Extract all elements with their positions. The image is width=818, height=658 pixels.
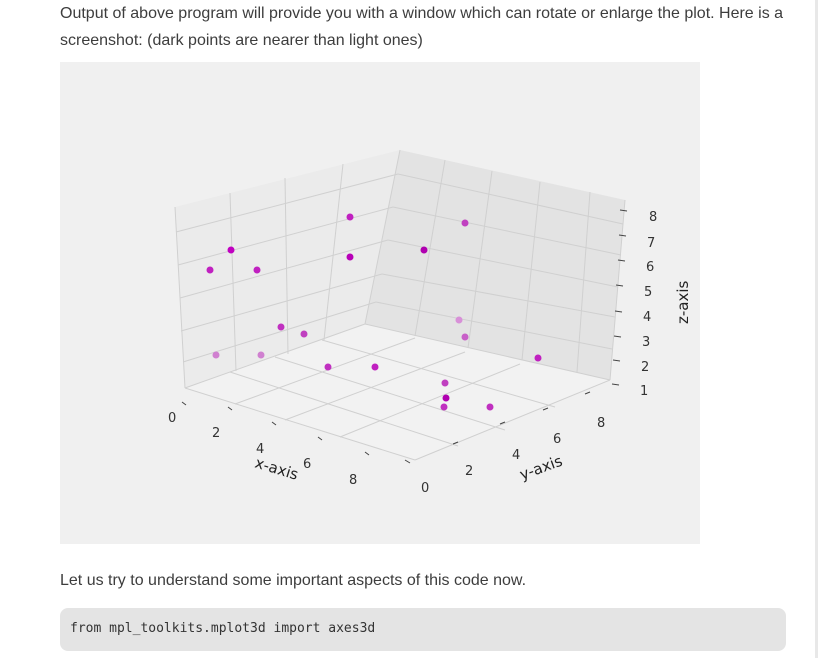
data-point — [455, 316, 463, 324]
section-paragraph: Let us try to understand some important … — [60, 572, 527, 589]
z-tick-label: 3 — [642, 335, 650, 350]
intro-line-1: Output of above program will provide you… — [60, 5, 784, 22]
y-axis-title: y-axis — [517, 452, 565, 484]
z-tick-label: 5 — [644, 285, 652, 300]
axis-ticks — [181, 209, 628, 464]
code-line: from mpl_toolkits.mplot3d import axes3d — [70, 621, 376, 636]
data-point — [257, 351, 265, 359]
scatter-points — [206, 213, 542, 411]
data-point — [346, 253, 354, 261]
x-tick-label: 2 — [212, 426, 220, 441]
data-point — [442, 394, 450, 402]
data-point — [461, 219, 469, 227]
data-point — [441, 379, 449, 387]
y-tick-label: 6 — [553, 432, 561, 447]
z-tick-label: 1 — [640, 384, 648, 399]
y-tick-label: 4 — [512, 448, 520, 463]
data-point — [346, 213, 354, 221]
z-tick-label: 8 — [649, 210, 657, 225]
x-tick-label: 0 — [168, 411, 176, 426]
data-point — [534, 354, 542, 362]
scatter-3d-figure: 1 2 3 4 5 6 7 8 0 2 4 6 8 0 2 4 — [60, 62, 700, 544]
x-axis-title: x-axis — [253, 454, 301, 484]
data-point — [440, 403, 448, 411]
z-axis-title: z-axis — [674, 280, 692, 324]
data-point — [461, 333, 469, 341]
x-tick-label: 6 — [303, 457, 311, 472]
data-point — [420, 246, 428, 254]
z-tick-labels: 1 2 3 4 5 6 7 8 — [640, 210, 657, 399]
data-point — [212, 351, 220, 359]
data-point — [253, 266, 261, 274]
y-tick-label: 0 — [421, 481, 429, 496]
x-tick-label: 4 — [256, 442, 264, 457]
floor-pane — [185, 324, 610, 460]
left-pane — [175, 150, 400, 388]
plot-svg: 1 2 3 4 5 6 7 8 0 2 4 6 8 0 2 4 — [168, 149, 692, 496]
y-tick-label: 2 — [465, 464, 473, 479]
data-point — [486, 403, 494, 411]
data-point — [206, 266, 214, 274]
z-tick-label: 4 — [643, 310, 651, 325]
z-tick-label: 6 — [646, 260, 654, 275]
z-tick-label: 2 — [641, 360, 649, 375]
data-point — [324, 363, 332, 371]
data-point — [277, 323, 285, 331]
intro-line-2: screenshot: (dark points are nearer than… — [60, 32, 423, 49]
data-point — [300, 330, 308, 338]
data-point — [227, 246, 235, 254]
page-scrollbar[interactable] — [815, 0, 818, 658]
code-block: from mpl_toolkits.mplot3d import axes3d — [60, 608, 786, 651]
x-tick-label: 8 — [349, 473, 357, 488]
y-tick-label: 8 — [597, 416, 605, 431]
z-tick-label: 7 — [647, 236, 655, 251]
x-tick-labels: 0 2 4 6 8 — [168, 411, 357, 488]
right-pane — [365, 150, 625, 380]
intro-paragraph: Output of above program will provide you… — [60, 0, 800, 54]
y-tick-labels: 0 2 4 6 8 — [421, 416, 605, 496]
data-point — [371, 363, 379, 371]
